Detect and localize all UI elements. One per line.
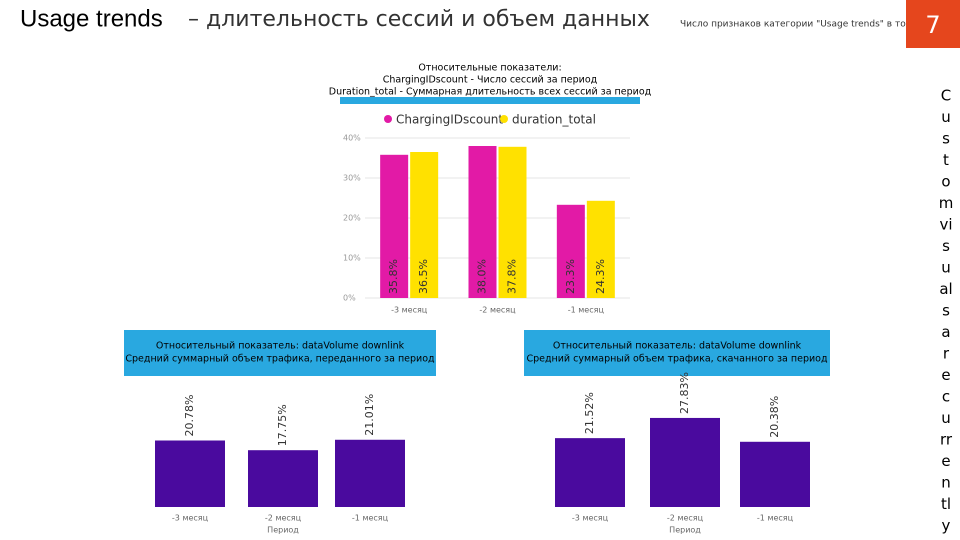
value-label: 21.52% [583, 392, 596, 434]
y-tick-label: 10% [343, 254, 361, 263]
value-label: 20.78% [183, 395, 196, 437]
y-tick-label: 40% [343, 134, 361, 143]
chart-title: Относительный показатель: dataVolume dow… [553, 341, 802, 352]
x-tick-label: -2 месяц [479, 306, 516, 315]
x-axis-label: Период [267, 526, 299, 535]
legend-swatch [500, 115, 508, 123]
x-tick-label: -1 месяц [352, 514, 389, 523]
side-text: u [941, 108, 951, 126]
x-tick-label: -3 месяц [572, 514, 609, 523]
bar [248, 450, 318, 507]
legend-label: duration_total [512, 113, 596, 127]
side-text: c [942, 388, 950, 406]
title-main: Usage trends [20, 5, 163, 32]
chart-title: ChargingIDscount - Число сессий за перио… [383, 75, 598, 86]
chart-title: Средний суммарный объем трафика, передан… [125, 354, 435, 365]
value-label: 21.01% [363, 394, 376, 436]
side-text: y [942, 517, 951, 535]
legend-swatch [384, 115, 392, 123]
chart-title: Относительные показатели: [418, 63, 561, 74]
value-label: 35.8% [387, 259, 400, 294]
bar [498, 146, 527, 298]
side-text: al [939, 280, 952, 298]
chart-title: Duration_total - Суммарная длительность … [329, 87, 652, 98]
chart-title: Средний суммарный объем трафика, скачанн… [526, 354, 828, 365]
value-label: 24.3% [594, 259, 607, 294]
side-text: e [941, 452, 950, 470]
bar [586, 200, 615, 298]
value-label: 20.38% [768, 396, 781, 438]
page-number-box [906, 0, 960, 48]
title-band [124, 330, 436, 376]
y-tick-label: 30% [343, 174, 361, 183]
side-text: rr [940, 431, 953, 449]
x-tick-label: -3 месяц [172, 514, 209, 523]
side-text: a [941, 323, 950, 341]
side-text: vi [939, 216, 952, 234]
bar [335, 439, 405, 507]
value-label: 38.0% [476, 259, 489, 294]
side-text: e [941, 366, 950, 384]
page-number: 7 [925, 11, 940, 39]
value-label: 23.3% [564, 259, 577, 294]
value-label: 17.75% [276, 404, 289, 446]
value-label: 37.8% [506, 259, 519, 294]
y-tick-label: 0% [343, 294, 356, 303]
title-band [340, 97, 640, 104]
x-tick-label: -3 месяц [391, 306, 428, 315]
side-text: s [942, 130, 950, 148]
side-text: u [941, 259, 951, 277]
side-text: s [942, 237, 950, 255]
x-tick-label: -1 месяц [757, 514, 794, 523]
bar [155, 440, 225, 507]
value-label: 27.83% [678, 372, 691, 414]
side-text: tl [941, 495, 951, 513]
bar [556, 204, 585, 298]
bar [555, 438, 625, 507]
chart-title: Относительный показатель: dataVolume dow… [156, 341, 405, 352]
side-text: s [942, 302, 950, 320]
x-axis-label: Период [669, 526, 701, 535]
side-text: u [941, 409, 951, 427]
value-label: 36.5% [417, 259, 430, 294]
bar [410, 152, 439, 298]
bar [468, 146, 497, 298]
x-tick-label: -2 месяц [265, 514, 302, 523]
bar [650, 417, 720, 507]
x-tick-label: -2 месяц [667, 514, 704, 523]
note: Число признаков категории "Usage trends"… [680, 20, 918, 30]
title-rest: – длительность сессий и объем данных [188, 7, 650, 32]
x-tick-label: -1 месяц [568, 306, 605, 315]
bar [740, 441, 810, 507]
side-text: t [943, 151, 949, 169]
side-text: r [943, 345, 950, 363]
title-band [524, 330, 830, 376]
legend-label: ChargingIDscount [396, 113, 503, 127]
side-text: C [941, 87, 951, 105]
y-tick-label: 20% [343, 214, 361, 223]
side-text: m [939, 194, 954, 212]
side-text: o [941, 173, 950, 191]
side-text: n [941, 474, 951, 492]
bar [380, 154, 409, 298]
